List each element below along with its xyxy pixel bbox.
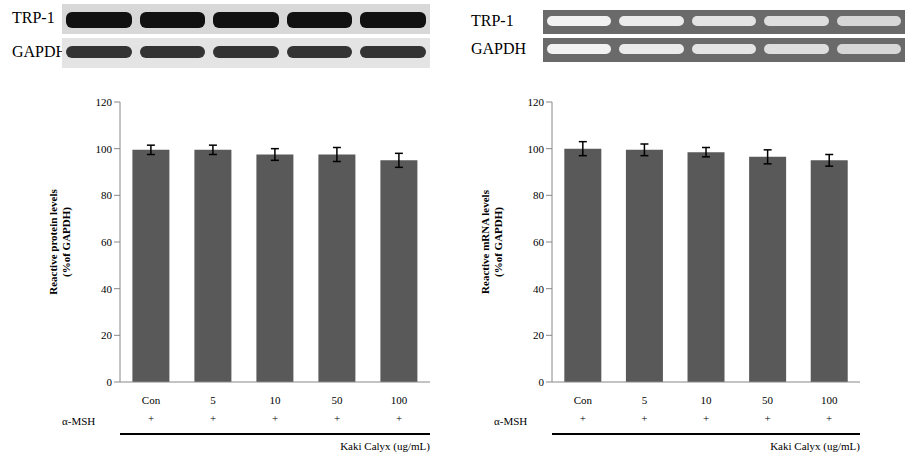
svg-text:50: 50	[332, 394, 344, 406]
svg-text:20: 20	[101, 329, 113, 341]
html-text:α-MSH: α-MSH	[62, 415, 96, 427]
svg-text:10: 10	[701, 394, 713, 406]
svg-text:80: 80	[101, 189, 113, 201]
html-text:α-MSH: α-MSH	[494, 415, 528, 427]
svg-text:10: 10	[270, 394, 282, 406]
svg-text:5: 5	[642, 394, 648, 406]
svg-text:+: +	[641, 412, 647, 424]
svg-text:100: 100	[821, 394, 838, 406]
html-text:GAPDH: GAPDH	[471, 40, 527, 57]
svg-text:+: +	[334, 412, 340, 424]
svg-text:+: +	[764, 412, 770, 424]
svg-text:60: 60	[533, 236, 545, 248]
svg-text:+: +	[272, 412, 278, 424]
svg-text:+: +	[826, 412, 832, 424]
svg-text:+: +	[580, 412, 586, 424]
svg-text:Con: Con	[574, 394, 593, 406]
svg-text:50: 50	[762, 394, 774, 406]
svg-text:5: 5	[210, 394, 216, 406]
svg-text:0: 0	[107, 376, 113, 388]
svg-text:40: 40	[101, 283, 113, 295]
svg-text:20: 20	[533, 329, 545, 341]
svg-text:100: 100	[391, 394, 408, 406]
svg-text:120: 120	[96, 96, 113, 108]
svg-text:+: +	[210, 412, 216, 424]
svg-text:100: 100	[96, 143, 113, 155]
svg-text:40: 40	[533, 283, 545, 295]
svg-text:100: 100	[528, 143, 545, 155]
html-text:TRP-1: TRP-1	[471, 12, 514, 29]
html-text:(%of GAPDH): (%of GAPDH)	[60, 207, 72, 277]
html-text:Kaki Calyx (ug/mL): Kaki Calyx (ug/mL)	[340, 440, 430, 452]
svg-text:60: 60	[101, 236, 113, 248]
svg-text:+: +	[148, 412, 154, 424]
html-text:GAPDH: GAPDH	[12, 43, 68, 60]
html-text:TRP-1: TRP-1	[12, 9, 55, 26]
svg-text:80: 80	[533, 189, 545, 201]
svg-text:0: 0	[539, 376, 545, 388]
svg-text:Con: Con	[142, 394, 161, 406]
html-text:Kaki Calyx (ug/mL): Kaki Calyx (ug/mL)	[770, 440, 860, 452]
html-text:Reactive mRNA levels: Reactive mRNA levels	[479, 190, 491, 294]
html-text:Reactive protein levels: Reactive protein levels	[47, 189, 59, 295]
html-text:(%of GAPDH): (%of GAPDH)	[492, 207, 504, 277]
svg-text:+: +	[703, 412, 709, 424]
svg-text:+: +	[396, 412, 402, 424]
svg-text:120: 120	[528, 96, 545, 108]
